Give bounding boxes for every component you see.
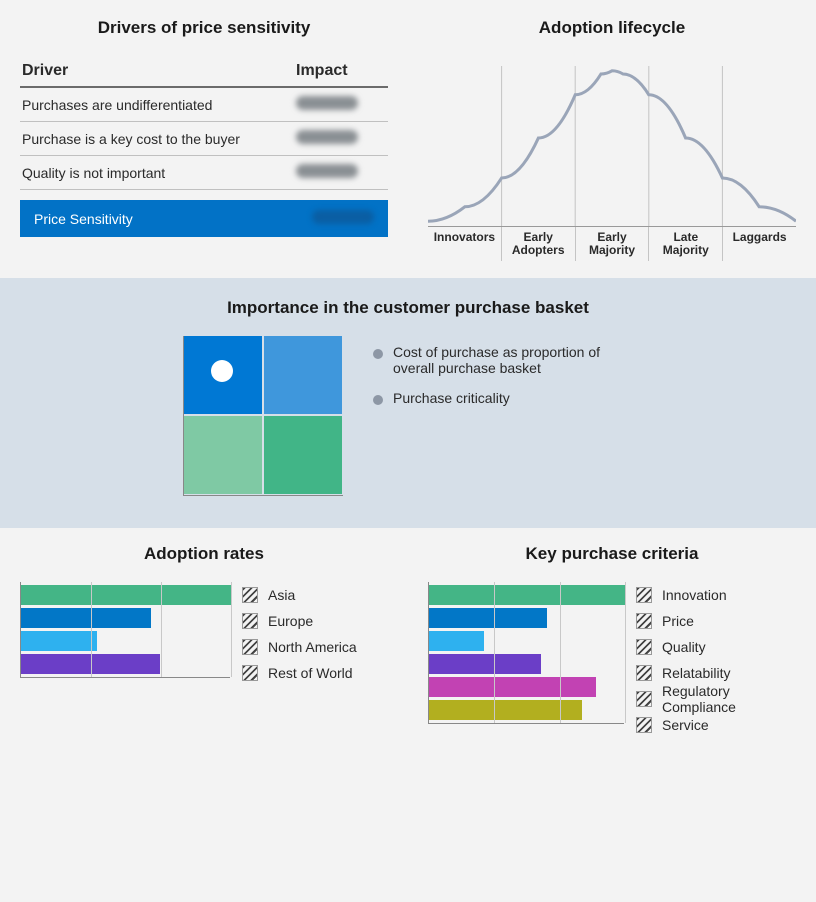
bar-legend-label: Quality: [662, 639, 706, 655]
adoption-rates-legend: Asia Europe North America Rest of World: [242, 582, 357, 686]
drivers-row-label: Purchases are undifferentiated: [22, 97, 296, 113]
importance-quadrant: [183, 336, 343, 496]
bar: [429, 585, 625, 605]
bullet-icon: [373, 349, 383, 359]
bar-legend-label: Innovation: [662, 587, 727, 603]
drivers-header-impact: Impact: [296, 62, 386, 80]
bar: [429, 654, 541, 674]
bar: [21, 608, 151, 628]
purchase-criteria-title: Key purchase criteria: [428, 544, 796, 564]
lifecycle-stage-label: LateMajority: [648, 227, 722, 261]
bar-gridline: [625, 582, 626, 723]
quadrant-bl: [184, 416, 262, 494]
legend-swatch-icon: [242, 613, 258, 629]
lifecycle-chart: InnovatorsEarlyAdoptersEarlyMajorityLate…: [428, 66, 796, 256]
bar-gridline: [161, 582, 162, 677]
bar-legend-item: Rest of World: [242, 660, 357, 686]
bar-legend-item: Service: [636, 712, 796, 738]
drivers-summary-value-blurred: [312, 210, 374, 224]
lifecycle-stage-label: Laggards: [722, 227, 796, 261]
bar-legend-item: Asia: [242, 582, 357, 608]
drivers-row-impact-blurred: [296, 96, 358, 110]
lifecycle-panel: Adoption lifecycle InnovatorsEarlyAdopte…: [408, 0, 816, 278]
bar-legend-label: North America: [268, 639, 357, 655]
drivers-header-driver: Driver: [22, 62, 296, 80]
bar-legend-item: Innovation: [636, 582, 796, 608]
legend-swatch-icon: [636, 665, 652, 681]
bar-gridline: [231, 582, 232, 677]
lifecycle-stage-label: EarlyAdopters: [501, 227, 575, 261]
importance-title: Importance in the customer purchase bask…: [20, 298, 796, 318]
bar-legend-item: Europe: [242, 608, 357, 634]
legend-swatch-icon: [242, 587, 258, 603]
legend-swatch-icon: [636, 717, 652, 733]
legend-swatch-icon: [242, 639, 258, 655]
bar-gridline: [494, 582, 495, 723]
bar-legend-label: Relatability: [662, 665, 730, 681]
bar-legend-label: Service: [662, 717, 709, 733]
quadrant-tr: [264, 336, 342, 414]
drivers-row-impact-blurred: [296, 130, 358, 144]
drivers-table-header: Driver Impact: [20, 56, 388, 88]
quadrant-br: [264, 416, 342, 494]
bar: [429, 631, 484, 651]
bar-gridline: [91, 582, 92, 677]
drivers-row-label: Purchase is a key cost to the buyer: [22, 131, 296, 147]
importance-legend-item: Cost of purchase as proportion of overal…: [373, 344, 633, 376]
drivers-title: Drivers of price sensitivity: [20, 18, 388, 38]
bar-legend-item: North America: [242, 634, 357, 660]
bar-legend-label: Rest of World: [268, 665, 353, 681]
drivers-row: Purchase is a key cost to the buyer: [20, 122, 388, 156]
lifecycle-curve-svg: [428, 66, 796, 226]
bullet-icon: [373, 395, 383, 405]
bar-legend-label: Regulatory Compliance: [662, 683, 796, 715]
bar: [429, 608, 547, 628]
drivers-summary-label: Price Sensitivity: [34, 211, 312, 227]
bar: [21, 585, 231, 605]
bar-gridline: [560, 582, 561, 723]
importance-legend-label: Purchase criticality: [393, 390, 510, 406]
drivers-summary-row: Price Sensitivity: [20, 200, 388, 237]
drivers-row-impact-blurred: [296, 164, 358, 178]
bar-legend-item: Quality: [636, 634, 796, 660]
purchase-criteria-panel: Key purchase criteria Innovation Price Qua…: [408, 528, 816, 766]
purchase-criteria-chart: [428, 582, 624, 724]
legend-swatch-icon: [636, 639, 652, 655]
adoption-rates-panel: Adoption rates Asia Europe North America Re…: [0, 528, 408, 766]
importance-legend-item: Purchase criticality: [373, 390, 633, 406]
legend-swatch-icon: [636, 691, 652, 707]
legend-swatch-icon: [636, 587, 652, 603]
bar: [429, 677, 596, 697]
bar-legend-item: Regulatory Compliance: [636, 686, 796, 712]
importance-legend-label: Cost of purchase as proportion of overal…: [393, 344, 633, 376]
bar-legend-item: Price: [636, 608, 796, 634]
adoption-rates-chart: [20, 582, 230, 678]
lifecycle-stage-label: EarlyMajority: [575, 227, 649, 261]
purchase-criteria-legend: Innovation Price Quality Relatability Regula…: [636, 582, 796, 738]
importance-legend: Cost of purchase as proportion of overal…: [373, 336, 633, 496]
bar-legend-label: Price: [662, 613, 694, 629]
lifecycle-stage-label: Innovators: [428, 227, 501, 261]
lifecycle-labels: InnovatorsEarlyAdoptersEarlyMajorityLate…: [428, 226, 796, 261]
adoption-rates-title: Adoption rates: [20, 544, 388, 564]
lifecycle-title: Adoption lifecycle: [428, 18, 796, 38]
legend-swatch-icon: [636, 613, 652, 629]
drivers-row: Purchases are undifferentiated: [20, 88, 388, 122]
bar: [21, 631, 97, 651]
drivers-panel: Drivers of price sensitivity Driver Impa…: [0, 0, 408, 278]
drivers-table: Driver Impact Purchases are undifferenti…: [20, 56, 388, 237]
importance-panel: Importance in the customer purchase bask…: [0, 278, 816, 528]
bar-legend-label: Asia: [268, 587, 295, 603]
drivers-row: Quality is not important: [20, 156, 388, 190]
drivers-row-label: Quality is not important: [22, 165, 296, 181]
legend-swatch-icon: [242, 665, 258, 681]
bar-legend-label: Europe: [268, 613, 313, 629]
